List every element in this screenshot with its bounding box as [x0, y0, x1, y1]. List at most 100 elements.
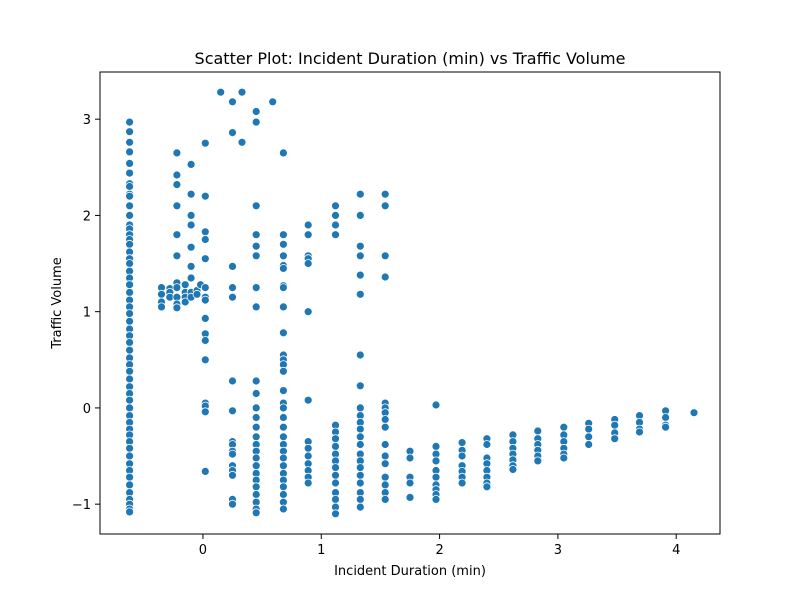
scatter-point	[251, 482, 261, 492]
scatter-point	[237, 87, 247, 97]
scatter-point	[278, 263, 288, 273]
scatter-point	[251, 201, 261, 211]
scatter-point	[251, 453, 261, 463]
scatter-point	[125, 117, 135, 127]
scatter-point	[200, 283, 210, 293]
scatter-point	[251, 422, 261, 432]
scatter-point	[278, 386, 288, 396]
scatter-point	[228, 97, 237, 107]
scatter-point	[200, 138, 210, 148]
x-tick-label: 2	[435, 543, 443, 558]
scatter-point	[380, 472, 390, 482]
scatter-point	[405, 478, 415, 488]
scatter-point	[200, 191, 210, 201]
scatter-point	[180, 280, 190, 290]
scatter-point	[251, 230, 261, 240]
y-axis-ticks: −1 0 1 2 3	[72, 113, 100, 513]
scatter-point	[355, 241, 365, 251]
scatter-point	[251, 490, 261, 499]
scatter-point	[172, 201, 182, 211]
scatter-point	[533, 426, 543, 436]
scatter-point	[331, 201, 340, 211]
scatter-point	[431, 494, 441, 504]
scatter-point	[172, 283, 182, 293]
scatter-point	[186, 273, 196, 283]
scatter-point	[200, 355, 210, 365]
scatter-point	[380, 480, 390, 490]
scatter-point	[355, 210, 365, 220]
scatter-point	[457, 478, 467, 488]
scatter-point	[355, 189, 365, 199]
scatter-point	[482, 482, 492, 492]
scatter-point	[355, 440, 365, 449]
scatter-point	[251, 107, 261, 116]
scatter-point	[635, 427, 644, 437]
scatter-point	[278, 366, 288, 376]
scatter-point	[200, 295, 210, 305]
scatter-point	[228, 406, 237, 416]
y-tick-label: 0	[83, 402, 91, 417]
scatter-point	[125, 366, 135, 376]
y-axis-label: Traffic Volume	[50, 257, 65, 350]
scatter-point	[303, 478, 313, 488]
scatter-point	[303, 443, 313, 453]
scatter-point	[251, 376, 261, 386]
scatter-point	[251, 241, 261, 251]
scatter-point	[200, 227, 210, 237]
scatter-point	[278, 432, 288, 442]
scatter-point	[251, 403, 261, 413]
plot-frame	[99, 71, 721, 535]
scatter-point	[355, 463, 365, 473]
scatter-point	[380, 459, 390, 469]
scatter-point	[355, 432, 365, 442]
scatter-point	[228, 261, 237, 271]
scatter-point	[251, 413, 261, 422]
scatter-point	[457, 451, 467, 461]
scatter-point	[380, 451, 390, 461]
scatter-point	[125, 507, 135, 517]
scatter-point	[380, 422, 390, 432]
scatter-point	[200, 407, 210, 417]
scatter-point	[157, 302, 166, 312]
scatter-point	[186, 159, 196, 169]
scatter-point	[125, 443, 135, 453]
scatter-point	[186, 210, 196, 220]
x-axis-label: Incident Duration (min)	[334, 564, 486, 579]
scatter-point	[303, 307, 313, 317]
x-axis-ticks: 0 1 2 3 4	[199, 534, 680, 558]
scatter-point	[186, 220, 196, 230]
scatter-point	[200, 235, 210, 244]
y-tick-label: 3	[83, 113, 91, 128]
scatter-point	[228, 499, 237, 509]
scatter-point	[216, 87, 226, 97]
scatter-point	[125, 309, 135, 319]
scatter-point	[355, 478, 365, 488]
scatter-point	[125, 158, 135, 168]
scatter-point	[228, 470, 237, 480]
scatter-point	[172, 180, 182, 190]
scatter-point	[125, 403, 135, 413]
scatter-point	[125, 137, 135, 147]
scatter-point	[331, 509, 340, 519]
scatter-point	[380, 272, 390, 282]
scatter-point	[172, 251, 182, 261]
scatter-point	[228, 128, 237, 138]
scatter-point	[431, 441, 441, 451]
scatter-point	[125, 239, 135, 249]
scatter-point	[125, 451, 135, 461]
x-tick-label: 0	[199, 543, 207, 558]
scatter-point	[355, 470, 365, 480]
scatter-point	[180, 297, 190, 307]
scatter-point	[278, 413, 288, 422]
x-tick-label: 4	[672, 543, 680, 558]
scatter-point	[268, 97, 278, 107]
scatter-point	[251, 251, 261, 261]
scatter-point	[228, 449, 237, 459]
scatter-point	[125, 338, 135, 347]
scatter-point	[331, 441, 340, 451]
y-tick-label: 1	[83, 306, 91, 321]
scatter-point	[303, 259, 313, 268]
scatter-point	[559, 453, 569, 463]
y-tick-label: 2	[83, 209, 91, 224]
scatter-point	[278, 461, 288, 471]
